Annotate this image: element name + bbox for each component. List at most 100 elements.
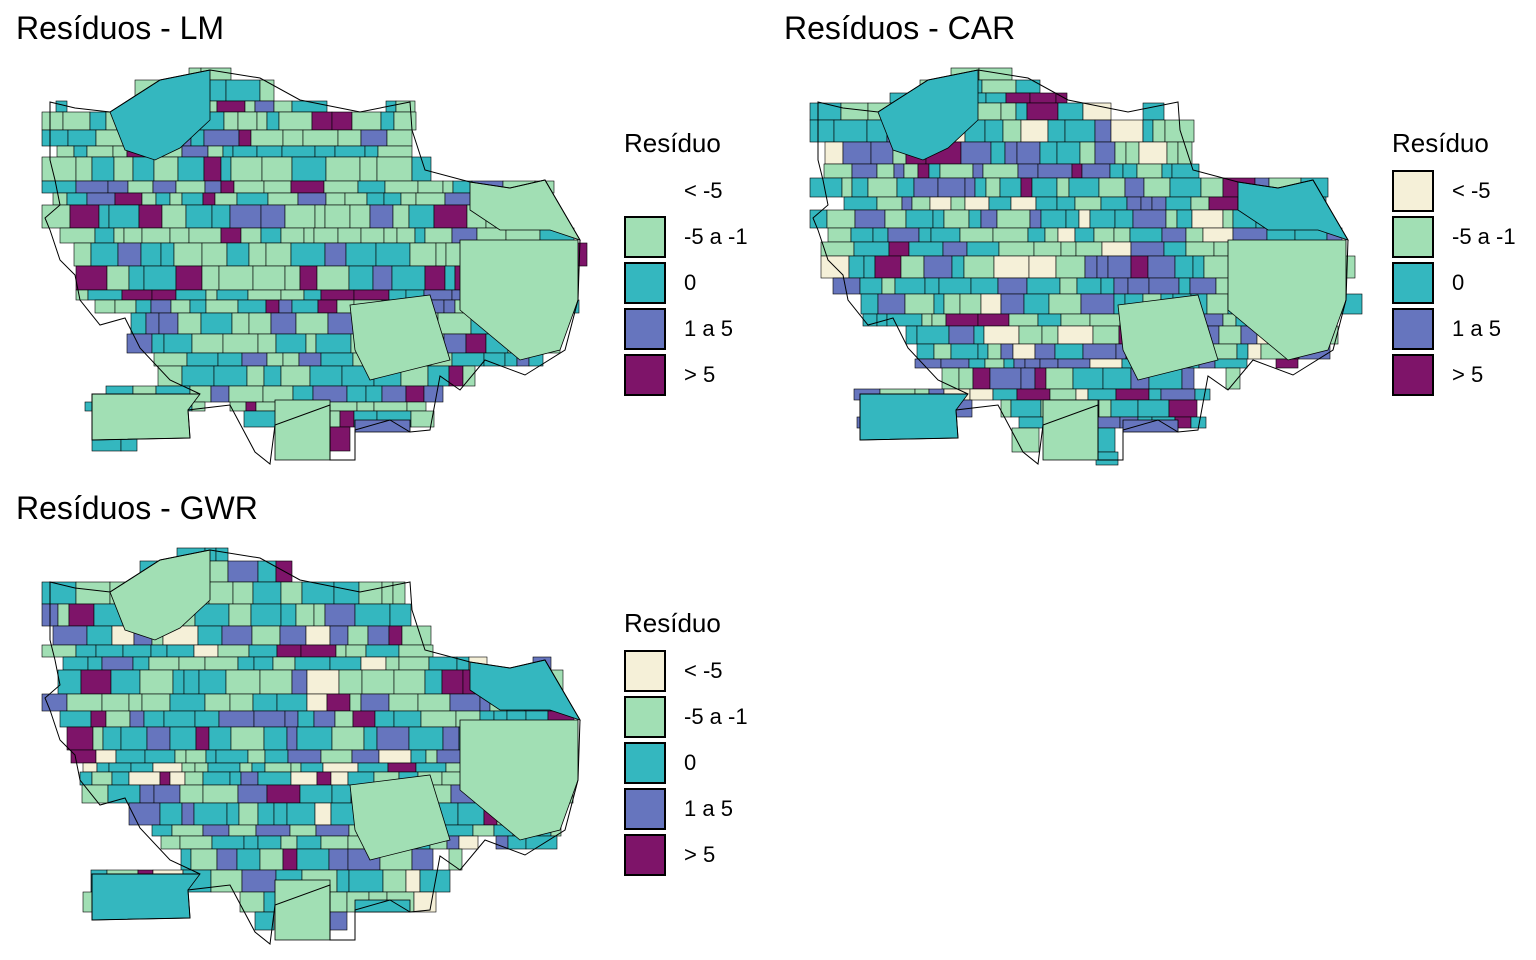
- tract: [932, 209, 945, 229]
- tract: [377, 145, 413, 158]
- tract: [1016, 388, 1051, 401]
- tract: [107, 784, 141, 804]
- tract: [232, 581, 254, 605]
- tract: [1034, 367, 1047, 390]
- tract: [999, 177, 1022, 198]
- tract: [376, 156, 413, 182]
- legend-item: 0: [624, 742, 774, 788]
- tract: [346, 385, 367, 403]
- tract: [380, 111, 395, 131]
- tract: [163, 333, 193, 354]
- tract: [315, 333, 352, 354]
- tract: [259, 79, 275, 102]
- tract: [320, 289, 355, 301]
- tract: [281, 145, 316, 158]
- tract: [225, 669, 261, 695]
- tract: [448, 365, 464, 387]
- legend-swatch: [1392, 354, 1434, 396]
- tract: [101, 656, 134, 671]
- tract: [972, 163, 984, 179]
- tract: [410, 749, 427, 764]
- tract: [223, 111, 239, 131]
- tract: [1194, 388, 1211, 401]
- tract: [305, 625, 331, 646]
- tract: [863, 255, 876, 279]
- tract: [170, 299, 191, 314]
- tract: [56, 145, 75, 158]
- tract: [216, 100, 246, 113]
- tract: [444, 265, 456, 291]
- tract: [1094, 119, 1112, 143]
- tract: [296, 835, 322, 850]
- tract: [1101, 241, 1132, 257]
- tract: [280, 581, 303, 605]
- tract: [1208, 196, 1239, 211]
- tract: [387, 762, 417, 773]
- tract: [52, 625, 88, 646]
- tract: [153, 352, 188, 367]
- tract: [289, 824, 317, 837]
- tract: [1037, 313, 1062, 327]
- tract: [181, 192, 204, 206]
- legend-swatch: [624, 308, 666, 350]
- tract: [1110, 399, 1139, 418]
- tract: [240, 771, 259, 786]
- map-panel-lm: Resíduos - LM Resíduo < -5 -5 a -1 0 1 a…: [0, 0, 760, 465]
- tract-south-mid: [1117, 294, 1219, 381]
- tract: [1056, 196, 1076, 211]
- tract: [1136, 163, 1163, 179]
- tract: [1151, 196, 1167, 211]
- tract: [1163, 241, 1187, 257]
- tract: [881, 277, 896, 295]
- tract: [326, 693, 351, 712]
- legend-swatch: [1392, 308, 1434, 350]
- tract: [324, 204, 351, 229]
- tract: [252, 265, 286, 291]
- tract: [928, 163, 941, 179]
- tract: [1011, 427, 1040, 453]
- tract: [208, 581, 234, 605]
- tract: [945, 313, 979, 327]
- tract: [349, 204, 371, 229]
- tract: [1075, 241, 1103, 257]
- tract: [389, 603, 412, 627]
- tract: [323, 180, 359, 194]
- tract: [266, 784, 301, 804]
- tract: [110, 669, 141, 695]
- tract: [202, 771, 231, 786]
- tract: [275, 333, 307, 354]
- tract: [357, 180, 386, 194]
- tract: [437, 312, 472, 335]
- tract: [203, 156, 222, 182]
- tract: [908, 241, 944, 257]
- tract: [989, 367, 1022, 390]
- tract: [236, 848, 261, 871]
- tract: [202, 192, 216, 206]
- tract: [1124, 177, 1145, 198]
- tract: [201, 265, 220, 291]
- tract: [376, 726, 410, 751]
- tract: [217, 352, 243, 367]
- tract: [153, 784, 181, 804]
- tract: [41, 693, 68, 712]
- tract: [1031, 177, 1058, 198]
- tract: [233, 180, 265, 194]
- tract: [217, 644, 250, 658]
- tract: [923, 255, 953, 279]
- tract: [1181, 367, 1195, 390]
- tract: [876, 196, 903, 211]
- tract: [299, 784, 333, 804]
- tract: [860, 293, 879, 315]
- tract: [950, 196, 966, 211]
- tract: [930, 227, 961, 243]
- tract: [391, 265, 426, 291]
- tract: [1060, 313, 1091, 327]
- tract: [253, 656, 274, 671]
- tract: [138, 204, 163, 229]
- tract: [354, 603, 391, 627]
- tract: [211, 204, 231, 229]
- tract: [286, 726, 298, 751]
- tract: [143, 265, 177, 291]
- tract: [443, 299, 456, 314]
- tract: [315, 824, 350, 837]
